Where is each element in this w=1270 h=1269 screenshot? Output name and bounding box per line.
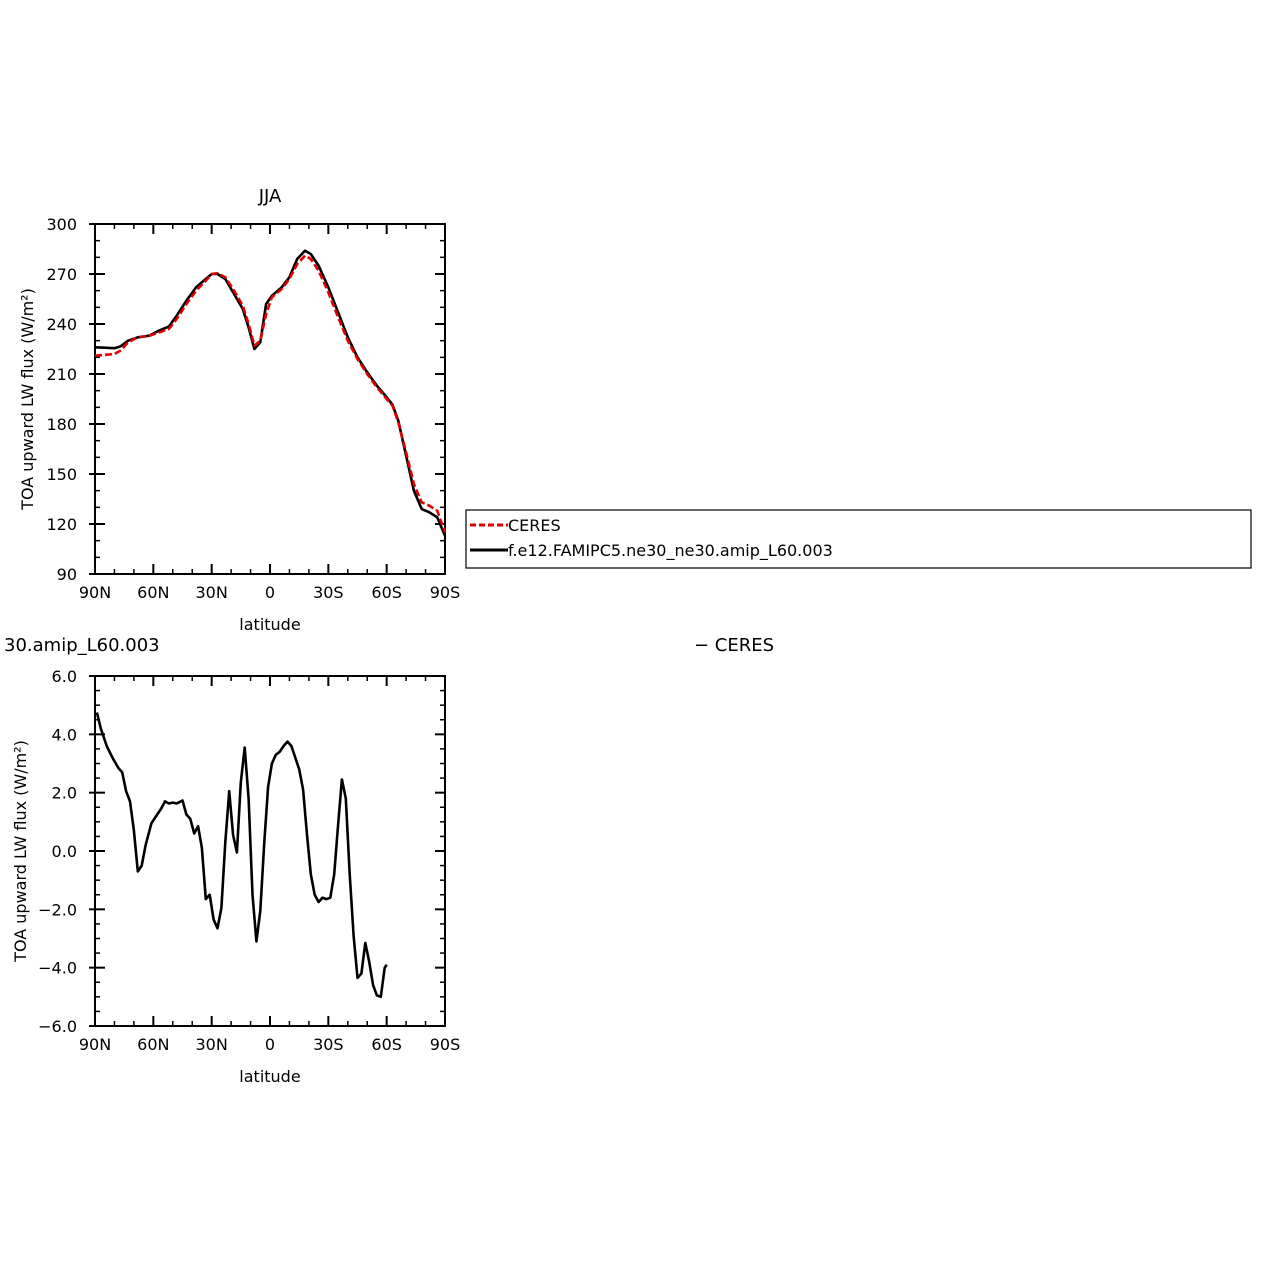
top-x-axis-title: latitude <box>239 615 300 634</box>
y-tick-label: 2.0 <box>52 784 77 803</box>
y-tick-label: 300 <box>46 215 77 234</box>
x-tick-label: 30S <box>313 1035 344 1054</box>
y-tick-label: 210 <box>46 365 77 384</box>
y-tick-label: 120 <box>46 515 77 534</box>
y-tick-label: −2.0 <box>38 900 77 919</box>
legend: CERES f.e12.FAMIPC5.ne30_ne30.amip_L60.0… <box>465 509 1252 569</box>
x-tick-label: 30N <box>196 583 228 602</box>
y-tick-label: −6.0 <box>38 1017 77 1036</box>
x-tick-label: 90S <box>430 1035 461 1054</box>
top-y-axis-title: TOA upward LW flux (W/m²) <box>18 288 37 511</box>
legend-frame <box>465 509 1252 569</box>
x-tick-label: 90N <box>79 583 111 602</box>
legend-label-ceres: CERES <box>508 516 561 535</box>
bottom-chart-title-right: − CERES <box>694 635 774 656</box>
y-tick-label: 4.0 <box>52 725 77 744</box>
top-panel: JJA 90N 60N 30N 0 30S 60S 90S 90 120 150 180 210 240… <box>18 186 460 634</box>
bottom-chart-title-left: 30.amip_L60.003 <box>4 635 160 656</box>
bottom-plot-frame <box>94 675 446 1027</box>
x-tick-label: 60N <box>137 1035 169 1054</box>
y-tick-label: −4.0 <box>38 959 77 978</box>
bottom-y-axis-title: TOA upward LW flux (W/m²) <box>11 740 30 963</box>
bottom-x-axis-title: latitude <box>239 1067 300 1086</box>
y-tick-label: 90 <box>57 565 77 584</box>
x-tick-label: 60S <box>371 583 402 602</box>
x-tick-label: 60S <box>371 1035 402 1054</box>
top-axis-ticks: 90N 60N 30N 0 30S 60S 90S 90 120 150 180 210 240 270 3… <box>46 215 460 602</box>
y-tick-label: 0.0 <box>52 842 77 861</box>
y-tick-label: 270 <box>46 265 77 284</box>
series-line-1 <box>94 254 447 533</box>
bottom-axis-ticks: 90N 60N 30N 0 30S 60S 90S −6.0 −4.0 −2.0 0.0 2.0 4.0… <box>38 667 460 1054</box>
x-tick-label: 0 <box>265 1035 275 1054</box>
bottom-panel: 30.amip_L60.003 − CERES 90N 60N 30N 0 30S 60S… <box>4 635 774 1086</box>
x-tick-label: 30S <box>313 583 344 602</box>
top-plot-frame <box>94 223 446 575</box>
y-tick-label: 150 <box>46 465 77 484</box>
legend-label-model: f.e12.FAMIPC5.ne30_ne30.amip_L60.003 <box>508 541 833 561</box>
x-tick-label: 90S <box>430 583 461 602</box>
series-line-0 <box>94 249 447 537</box>
top-chart-title: JJA <box>258 186 282 207</box>
x-tick-label: 0 <box>265 583 275 602</box>
y-tick-label: 240 <box>46 315 77 334</box>
x-tick-label: 30N <box>196 1035 228 1054</box>
x-tick-label: 60N <box>137 583 169 602</box>
y-tick-label: 180 <box>46 415 77 434</box>
x-tick-label: 90N <box>79 1035 111 1054</box>
top-series-lines <box>94 249 447 537</box>
y-tick-label: 6.0 <box>52 667 77 686</box>
bottom-series-lines <box>95 712 388 999</box>
series-line-0 <box>95 712 388 999</box>
